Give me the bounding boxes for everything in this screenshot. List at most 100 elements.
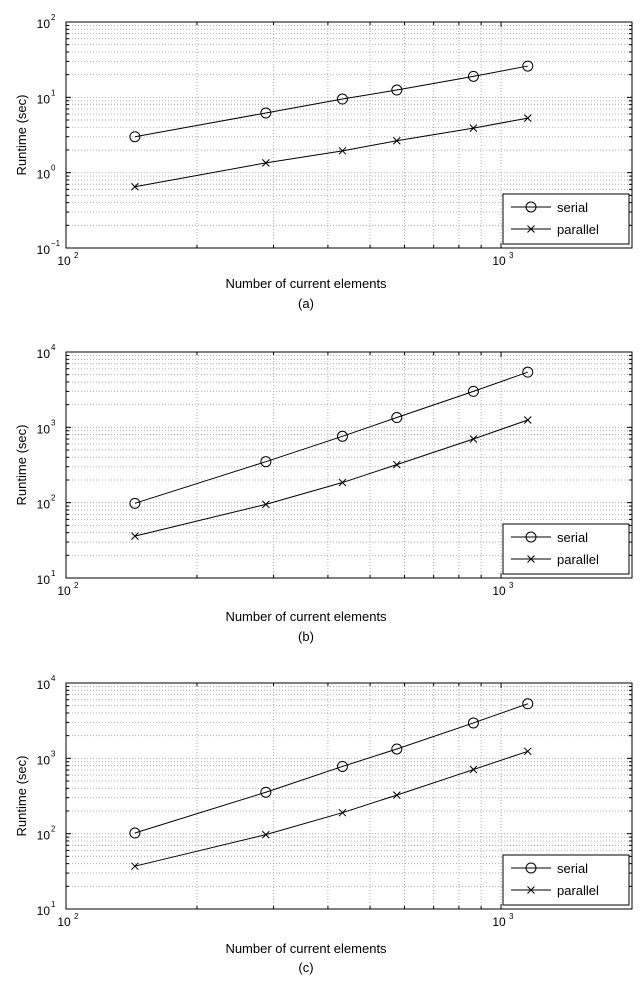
c1-y-tick-label: 10 <box>37 573 51 587</box>
c0-x-tick-exponent: 2 <box>74 251 79 260</box>
c0-data-point-serial <box>391 84 403 96</box>
c1-series-serial <box>129 366 534 509</box>
c2-y-tick-exponent: 4 <box>51 674 56 683</box>
c2-y-tick-label: 10 <box>37 829 51 843</box>
c2-axes-frame <box>65 682 633 910</box>
c1-legend-box <box>502 523 630 575</box>
c1-series-line-parallel <box>134 419 528 537</box>
c1-legend-label-parallel: parallel <box>557 552 599 567</box>
c2-data-point-serial <box>260 786 272 798</box>
c2-data-point-parallel <box>469 765 478 774</box>
c1-data-point-serial <box>467 385 479 397</box>
c2-legend: serial parallel <box>502 854 630 906</box>
c1-legend-label-serial: serial <box>557 530 588 545</box>
c2-data-point-parallel <box>131 862 139 871</box>
c1-y-tick-label: 10 <box>37 498 51 512</box>
c0-data-point-serial <box>260 107 272 119</box>
c2-legend-label-parallel: parallel <box>557 883 599 898</box>
c0-x-tick-label: 10 <box>57 254 71 268</box>
c1-axes-frame <box>65 351 633 579</box>
c0-legend: serial parallel <box>502 193 630 245</box>
c0-y-tick-exponent: 1 <box>51 88 56 97</box>
c0-legend-label-parallel: parallel <box>557 222 599 237</box>
c1-y-tick-label: 10 <box>37 422 51 436</box>
c0-y-axis-title: Runtime (sec) <box>14 95 29 176</box>
c1-legend-marker-parallel <box>527 555 535 563</box>
c0-axes-frame <box>65 21 633 249</box>
c2-legend-box <box>502 854 630 906</box>
c2-y-tick-label: 10 <box>37 904 51 918</box>
c0-y-tick-exponent: −1 <box>51 239 61 248</box>
c2-y-axis-title: Runtime (sec) <box>14 756 29 837</box>
c1-y-axis-title: Runtime (sec) <box>14 425 29 506</box>
c1-y-tick-exponent: 2 <box>51 494 56 503</box>
c1-y-tick-exponent: 3 <box>51 418 56 427</box>
c0-data-point-serial <box>129 131 141 143</box>
c1-data-point-serial <box>391 412 403 424</box>
c0-grid <box>66 22 632 248</box>
c0-y-tick-exponent: 2 <box>51 13 56 22</box>
c2-data-point-parallel <box>338 808 347 817</box>
c2-data-point-serial <box>336 760 348 772</box>
c2-y-tick-exponent: 2 <box>51 825 56 834</box>
c1-data-point-parallel <box>131 532 139 540</box>
c1-series-line-serial <box>134 371 528 504</box>
c2-data-point-serial <box>129 827 141 839</box>
c1-panel-label: (b) <box>298 629 314 644</box>
c2-x-tick-exponent: 2 <box>74 912 79 921</box>
c0-data-point-serial <box>336 93 348 105</box>
c2-legend-marker-parallel <box>527 886 535 894</box>
c0-x-axis-title: Number of current elements <box>225 276 387 291</box>
c0-data-point-parallel <box>262 158 270 167</box>
c0-series-parallel <box>131 114 532 191</box>
c2-x-axis-title: Number of current elements <box>225 941 387 956</box>
c0-y-tick-label: 10 <box>37 92 51 106</box>
c1-y-tick-label: 10 <box>37 347 51 361</box>
c2-x-tick-label: 10 <box>57 915 71 929</box>
c2-data-point-serial <box>467 717 479 729</box>
c0-data-point-serial <box>522 60 534 72</box>
c1-data-point-parallel <box>392 460 401 469</box>
c2-y-tick-label: 10 <box>37 678 51 692</box>
c0-legend-marker-parallel <box>527 225 535 233</box>
c2-y-tick-exponent: 1 <box>51 900 56 909</box>
c0-legend-label-serial: serial <box>557 200 588 215</box>
c1-legend: serial parallel <box>502 523 630 575</box>
c2-data-point-serial <box>522 698 534 710</box>
c2-data-point-parallel <box>262 830 270 839</box>
c2-y-tick-exponent: 3 <box>51 749 56 758</box>
c0-panel-label: (a) <box>298 296 314 311</box>
c0-series-line-serial <box>134 65 528 138</box>
c0-y-tick-label: 10 <box>37 243 51 257</box>
c2-series-serial <box>129 698 534 839</box>
c1-y-tick-exponent: 4 <box>51 343 56 352</box>
c1-data-point-parallel <box>338 478 347 487</box>
c2-data-point-parallel <box>392 791 401 799</box>
c0-y-tick-label: 10 <box>37 17 51 31</box>
c1-data-point-serial <box>260 456 272 468</box>
c1-x-tick-exponent: 3 <box>509 581 514 590</box>
c0-y-tick-label: 10 <box>37 168 51 182</box>
c0-legend-marker-serial <box>525 201 537 213</box>
c1-x-tick-exponent: 2 <box>74 581 79 590</box>
c0-series-line-parallel <box>134 117 528 188</box>
c1-legend-marker-serial <box>525 531 537 543</box>
c1-data-point-serial <box>129 497 141 509</box>
c2-grid <box>66 683 632 909</box>
c2-series-parallel <box>131 747 532 871</box>
c1-data-point-parallel <box>469 435 478 443</box>
c0-data-point-serial <box>467 70 479 82</box>
c0-x-tick-label: 10 <box>492 254 506 268</box>
c0-data-point-parallel <box>131 182 139 191</box>
c2-data-point-serial <box>391 743 403 755</box>
c1-data-point-parallel <box>523 416 532 424</box>
c1-series-parallel <box>131 416 532 540</box>
c1-y-tick-exponent: 1 <box>51 569 56 578</box>
c1-data-point-serial <box>336 430 348 442</box>
c2-series-line-serial <box>134 703 528 834</box>
c0-y-tick-exponent: 0 <box>51 164 56 173</box>
